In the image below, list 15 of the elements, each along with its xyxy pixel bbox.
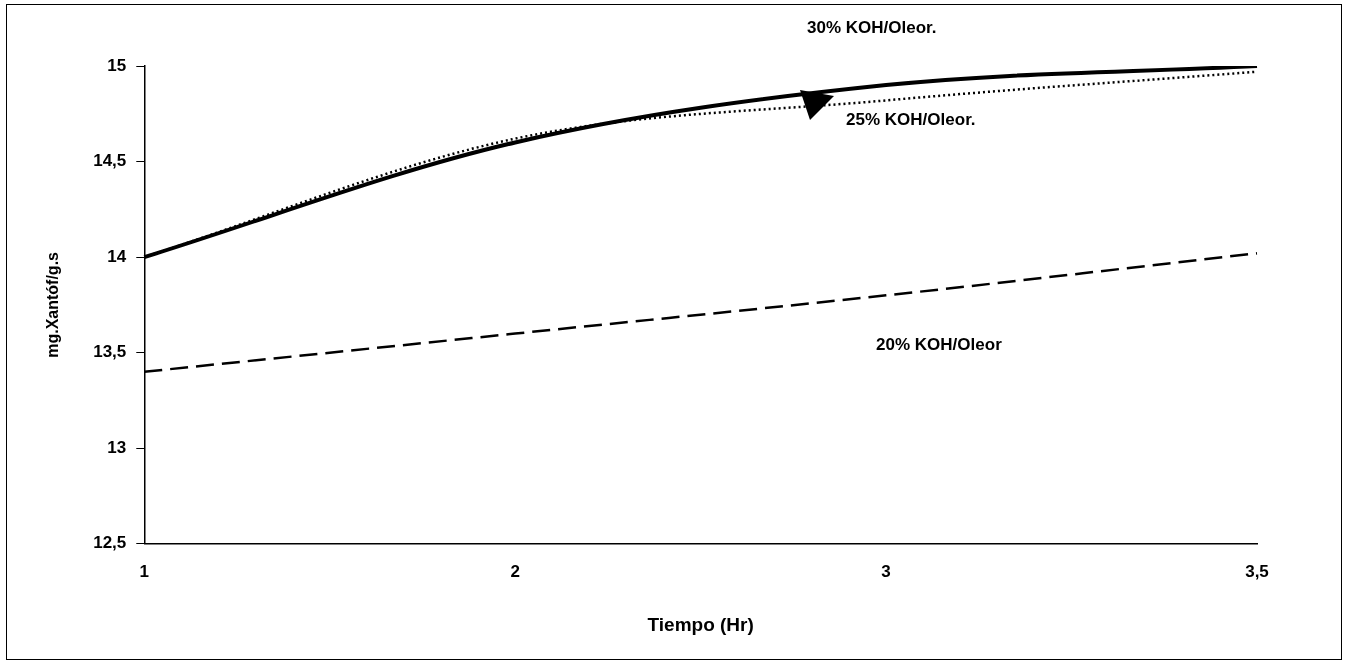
x-tick-label: 1	[139, 561, 150, 581]
x-tick-label: 3,5	[1245, 561, 1269, 581]
y-axis-title: mg.Xantóf/g.s	[44, 251, 62, 358]
y-tick-label: 13,5	[93, 342, 127, 362]
series-label: 25% KOH/Oleor.	[846, 110, 976, 130]
text: 20% KOH/Oleor	[876, 335, 1003, 355]
text: 30% KOH/Oleor.	[807, 17, 937, 37]
y-tick-label: 15	[107, 55, 127, 75]
x-axis-title: Tiempo (Hr)	[647, 613, 754, 635]
y-tick-label: 12,5	[93, 533, 127, 553]
y-tick-label: 14	[107, 246, 127, 266]
x-tick-label: 2	[510, 561, 520, 581]
x-tick-label: 3	[881, 561, 891, 581]
y-tick-label: 13	[107, 437, 127, 457]
y-tick-label: 14,5	[93, 151, 127, 171]
